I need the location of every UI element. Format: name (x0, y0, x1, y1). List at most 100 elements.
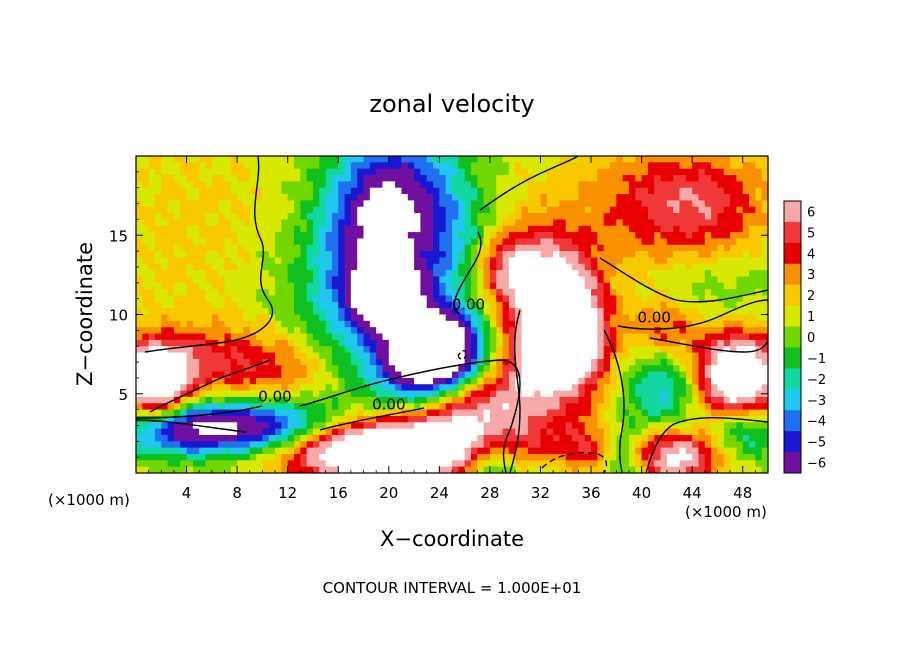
heatmap-cell (439, 384, 447, 392)
heatmap-cell (749, 219, 756, 227)
heatmap-cell (395, 206, 403, 214)
heatmap-cell (306, 301, 314, 309)
heatmap-cell (673, 320, 681, 328)
heatmap-cell (628, 390, 636, 398)
heatmap-cell (230, 289, 238, 297)
heatmap-cell (300, 403, 308, 411)
heatmap-cell (464, 453, 472, 461)
heatmap-cell (433, 403, 440, 411)
heatmap-cell (572, 327, 579, 335)
heatmap-cell (591, 219, 598, 227)
heatmap-cell (616, 301, 624, 309)
heatmap-cell (426, 352, 434, 360)
heatmap-cell (395, 384, 403, 392)
heatmap-cell (287, 282, 295, 290)
heatmap-cell (445, 428, 453, 436)
heatmap-cell (610, 244, 617, 252)
heatmap-cell (584, 225, 592, 233)
heatmap-cell (572, 453, 579, 461)
heatmap-cell (319, 156, 327, 163)
heatmap-cell (205, 365, 213, 373)
heatmap-cell (357, 422, 365, 430)
heatmap-cell (679, 409, 687, 417)
heatmap-cell (338, 377, 346, 385)
heatmap-cell (452, 308, 459, 316)
heatmap-cell (312, 422, 320, 430)
heatmap-cell (344, 263, 352, 271)
heatmap-cell (142, 181, 150, 189)
heatmap-cell (388, 377, 396, 385)
heatmap-cell (148, 434, 156, 442)
heatmap-cell (508, 194, 516, 201)
heatmap-cell (161, 270, 169, 278)
heatmap-cell (578, 270, 586, 278)
heatmap-cell (338, 263, 346, 271)
heatmap-cell (508, 415, 516, 423)
heatmap-cell (692, 251, 700, 259)
heatmap-cell (154, 200, 162, 208)
heatmap-cell (281, 441, 289, 449)
heatmap-cell (477, 415, 485, 423)
heatmap-cell (572, 441, 579, 449)
heatmap-cell (546, 301, 554, 309)
heatmap-cell (521, 333, 529, 341)
heatmap-cell (199, 244, 207, 252)
heatmap-cell (723, 200, 731, 208)
heatmap-cell (224, 327, 232, 335)
heatmap-cell (685, 434, 693, 442)
heatmap-cell (496, 327, 504, 335)
heatmap-cell (730, 441, 737, 449)
heatmap-cell (508, 396, 516, 404)
heatmap-cell (136, 181, 143, 189)
heatmap-cell (553, 327, 561, 335)
heatmap-cell (218, 352, 226, 360)
heatmap-cell (230, 377, 238, 385)
heatmap-cell (420, 263, 428, 271)
heatmap-cell (591, 206, 598, 214)
heatmap-cell (388, 257, 396, 265)
heatmap-cell (597, 289, 605, 297)
heatmap-cell (717, 213, 725, 220)
heatmap-cell (433, 162, 440, 170)
heatmap-cell (736, 206, 744, 214)
heatmap-cell (275, 409, 282, 417)
heatmap-cell (584, 257, 592, 265)
heatmap-cell (268, 428, 276, 436)
heatmap-cell (508, 301, 516, 309)
heatmap-cell (420, 270, 428, 278)
heatmap-cell (262, 225, 270, 233)
heatmap-cell (167, 352, 175, 360)
heatmap-cell (350, 194, 358, 201)
heatmap-cell (546, 453, 554, 461)
heatmap-cell (622, 384, 630, 392)
heatmap-cell (331, 396, 339, 404)
heatmap-cell (477, 403, 485, 411)
heatmap-cell (622, 308, 630, 316)
heatmap-cell (679, 447, 687, 455)
heatmap-cell (445, 447, 453, 455)
heatmap-cell (470, 270, 478, 278)
heatmap-cell (565, 187, 573, 195)
heatmap-cell (230, 327, 238, 335)
heatmap-cell (319, 206, 327, 214)
heatmap-cell (224, 181, 232, 189)
heatmap-cell (414, 422, 421, 430)
heatmap-cell (173, 175, 181, 182)
heatmap-cell (559, 409, 567, 417)
heatmap-cell (300, 263, 308, 271)
heatmap-cell (597, 295, 605, 303)
heatmap-cell (376, 232, 384, 240)
heatmap-cell (388, 403, 396, 411)
heatmap-cell (616, 206, 624, 214)
heatmap-cell (414, 187, 421, 195)
heatmap-cell (325, 453, 333, 461)
heatmap-cell (268, 295, 276, 303)
heatmap-cell (312, 225, 320, 233)
heatmap-cell (742, 358, 750, 366)
heatmap-cell (742, 181, 750, 189)
heatmap-cell (755, 403, 763, 411)
heatmap-cell (256, 225, 263, 233)
heatmap-cell (344, 276, 352, 284)
heatmap-cell (306, 320, 314, 328)
heatmap-cell (515, 327, 523, 335)
